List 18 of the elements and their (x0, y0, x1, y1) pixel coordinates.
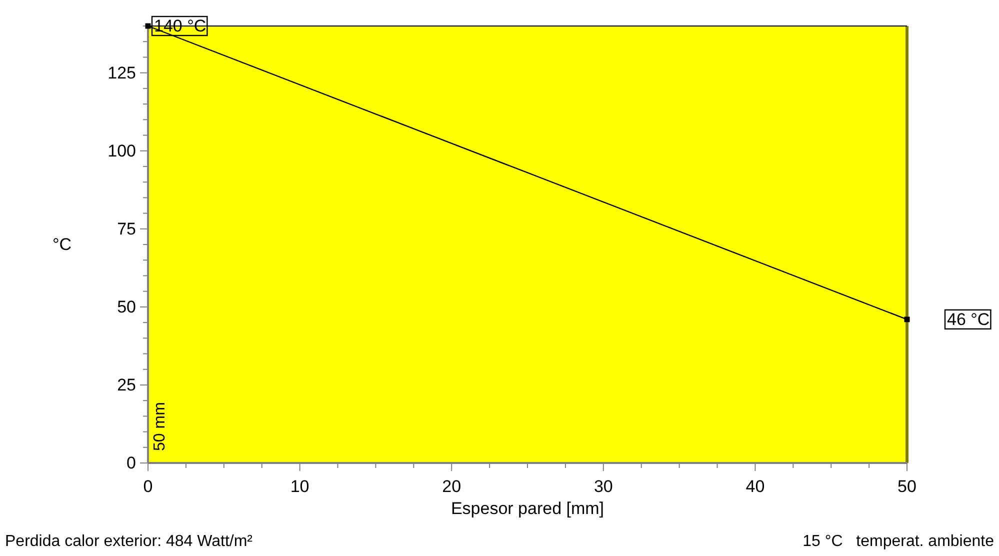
y-tick-label: 25 (117, 375, 136, 394)
y-tick-label: 75 (117, 219, 136, 238)
text: Perdida calor exterior: 484 Watt/m² (5, 533, 254, 550)
y-tick-label: 125 (108, 63, 136, 82)
y-axis-title: °C (52, 235, 72, 254)
band-label: 50 mm (152, 402, 168, 451)
annotation: 46 °C (947, 310, 990, 329)
x-tick-label: 50 (898, 477, 916, 496)
x-axis-title: Espesor pared [mm] (450, 499, 604, 518)
x-tick-label: 10 (290, 477, 310, 496)
x-tick-label: 30 (594, 477, 613, 496)
x-tick-label: 20 (442, 477, 462, 496)
y-tick-label: 50 (117, 297, 136, 316)
x-tick-label: 40 (746, 477, 765, 496)
text: 15 °C temperat. ambiente (802, 533, 994, 550)
y-tick-label: 0 (126, 454, 136, 472)
y-tick-label: 100 (108, 141, 136, 160)
x-tick-label: 0 (143, 477, 153, 496)
